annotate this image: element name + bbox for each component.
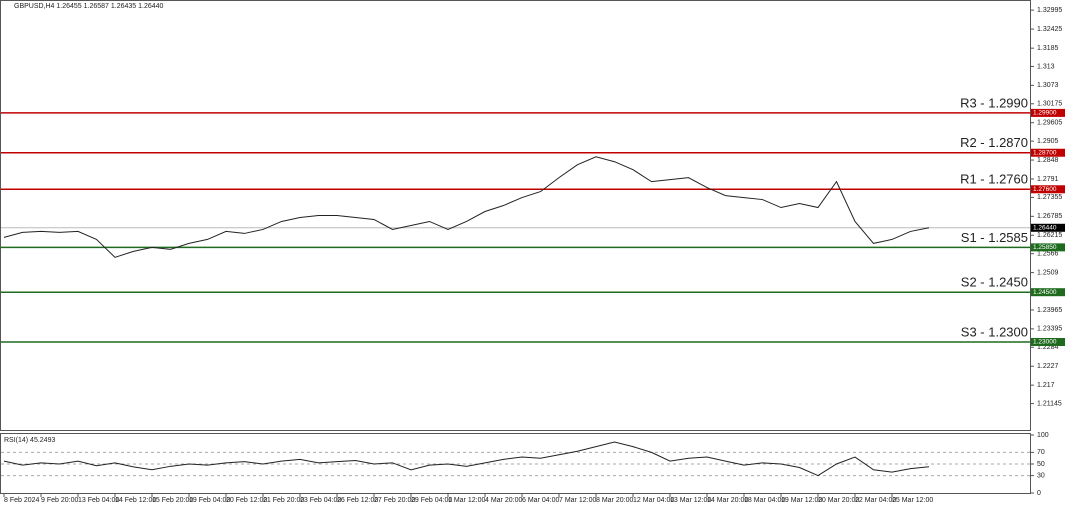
x-tick-label: 25 Mar 12:00 (892, 497, 933, 504)
level-tag (1031, 288, 1065, 297)
x-tick-label: 19 Mar 12:00 (781, 497, 822, 504)
x-tick-label: 7 Mar 12:00 (559, 497, 596, 504)
x-tick-label: 20 Mar 20:00 (818, 497, 859, 504)
y-tick-label: 70 (1037, 449, 1045, 456)
y-tick-label: 1.26785 (1037, 213, 1062, 220)
y-tick-label: 1.23965 (1037, 307, 1062, 314)
rsi-panel (0, 433, 1031, 494)
x-tick-label: 27 Feb 20:00 (374, 497, 415, 504)
y-tick-label: 1.27355 (1037, 194, 1062, 201)
x-tick-label: 4 Mar 20:00 (485, 497, 522, 504)
x-tick-label: 13 Feb 04:00 (78, 497, 119, 504)
level-tag-label: 1.27600 (1033, 186, 1057, 193)
x-tick-label: 21 Feb 20:00 (263, 497, 304, 504)
level-tag-label: 1.28700 (1033, 149, 1057, 156)
x-tick-label: 14 Feb 12:00 (115, 497, 156, 504)
y-tick-label: 100 (1037, 432, 1049, 439)
level-tag (1031, 185, 1065, 194)
level-tag (1031, 243, 1065, 252)
y-tick-label: 1.32425 (1037, 26, 1062, 33)
price-line (3, 441, 930, 477)
y-tick-label: 30 (1037, 472, 1045, 479)
x-tick-label: 8 Feb 2024 (4, 497, 40, 504)
y-tick-label: 1.2791 (1037, 176, 1059, 183)
x-tick-label: 19 Feb 04:00 (189, 497, 230, 504)
level-label: R3 - 1.2990 (960, 95, 1028, 110)
x-tick-label: 13 Mar 12:00 (670, 497, 711, 504)
y-tick-label: 1.30175 (1037, 101, 1062, 108)
current-price-label: 1.26440 (1033, 225, 1057, 232)
level-tag-label: 1.25850 (1033, 244, 1057, 251)
rsi-title: RSI(14) 45.2493 (4, 437, 55, 444)
y-tick-label: 1.2848 (1037, 157, 1059, 164)
current-price-tag (1031, 223, 1065, 232)
level-label: S2 - 1.2450 (961, 275, 1028, 290)
x-tick-label: 6 Mar 04:00 (522, 497, 559, 504)
x-tick-label: 14 Mar 20:00 (707, 497, 748, 504)
y-tick-label: 0 (1037, 490, 1041, 497)
price-panel (0, 0, 1031, 431)
level-tag-label: 1.29900 (1033, 110, 1057, 117)
x-tick-label: 22 Mar 04:00 (855, 497, 896, 504)
y-tick-label: 1.29605 (1037, 120, 1062, 127)
y-tick-label: 1.3073 (1037, 82, 1059, 89)
y-tick-label: 1.2227 (1037, 363, 1059, 370)
level-tag (1031, 337, 1065, 346)
level-label: S3 - 1.2300 (961, 324, 1028, 339)
y-tick-label: 1.23395 (1037, 326, 1062, 333)
x-tick-label: 26 Feb 12:00 (337, 497, 378, 504)
level-label: R1 - 1.2760 (960, 172, 1028, 187)
price-line (3, 156, 930, 258)
x-tick-label: 12 Mar 04:00 (633, 497, 674, 504)
y-tick-label: 1.32995 (1037, 7, 1062, 14)
chart-title: GBPUSD,H4 1.26455 1.26587 1.26435 1.2644… (14, 3, 164, 10)
x-tick-label: 1 Mar 12:00 (448, 497, 485, 504)
level-tag (1031, 148, 1065, 157)
y-tick-label: 50 (1037, 461, 1045, 468)
y-tick-label: 1.313 (1037, 63, 1055, 70)
x-tick-label: 15 Feb 20:00 (152, 497, 193, 504)
y-tick-label: 1.2509 (1037, 269, 1059, 276)
level-tag (1031, 108, 1065, 117)
level-tag-label: 1.23000 (1033, 339, 1057, 346)
x-tick-label: 18 Mar 04:00 (744, 497, 785, 504)
x-tick-label: 23 Feb 04:00 (300, 497, 341, 504)
level-label: S1 - 1.2585 (961, 230, 1028, 245)
y-tick-label: 1.2905 (1037, 138, 1059, 145)
y-tick-label: 1.3185 (1037, 45, 1059, 52)
x-tick-label: 20 Feb 12:00 (226, 497, 267, 504)
y-tick-label: 1.217 (1037, 382, 1055, 389)
level-label: R2 - 1.2870 (960, 135, 1028, 150)
x-tick-label: 29 Feb 04:00 (411, 497, 452, 504)
y-tick-label: 1.2284 (1037, 344, 1059, 351)
y-tick-label: 1.21145 (1037, 400, 1062, 407)
x-tick-label: 8 Mar 20:00 (596, 497, 633, 504)
y-tick-label: 1.26215 (1037, 232, 1062, 239)
level-tag-label: 1.24500 (1033, 289, 1057, 296)
y-tick-label: 1.2566 (1037, 251, 1059, 258)
x-tick-label: 9 Feb 20:00 (41, 497, 78, 504)
